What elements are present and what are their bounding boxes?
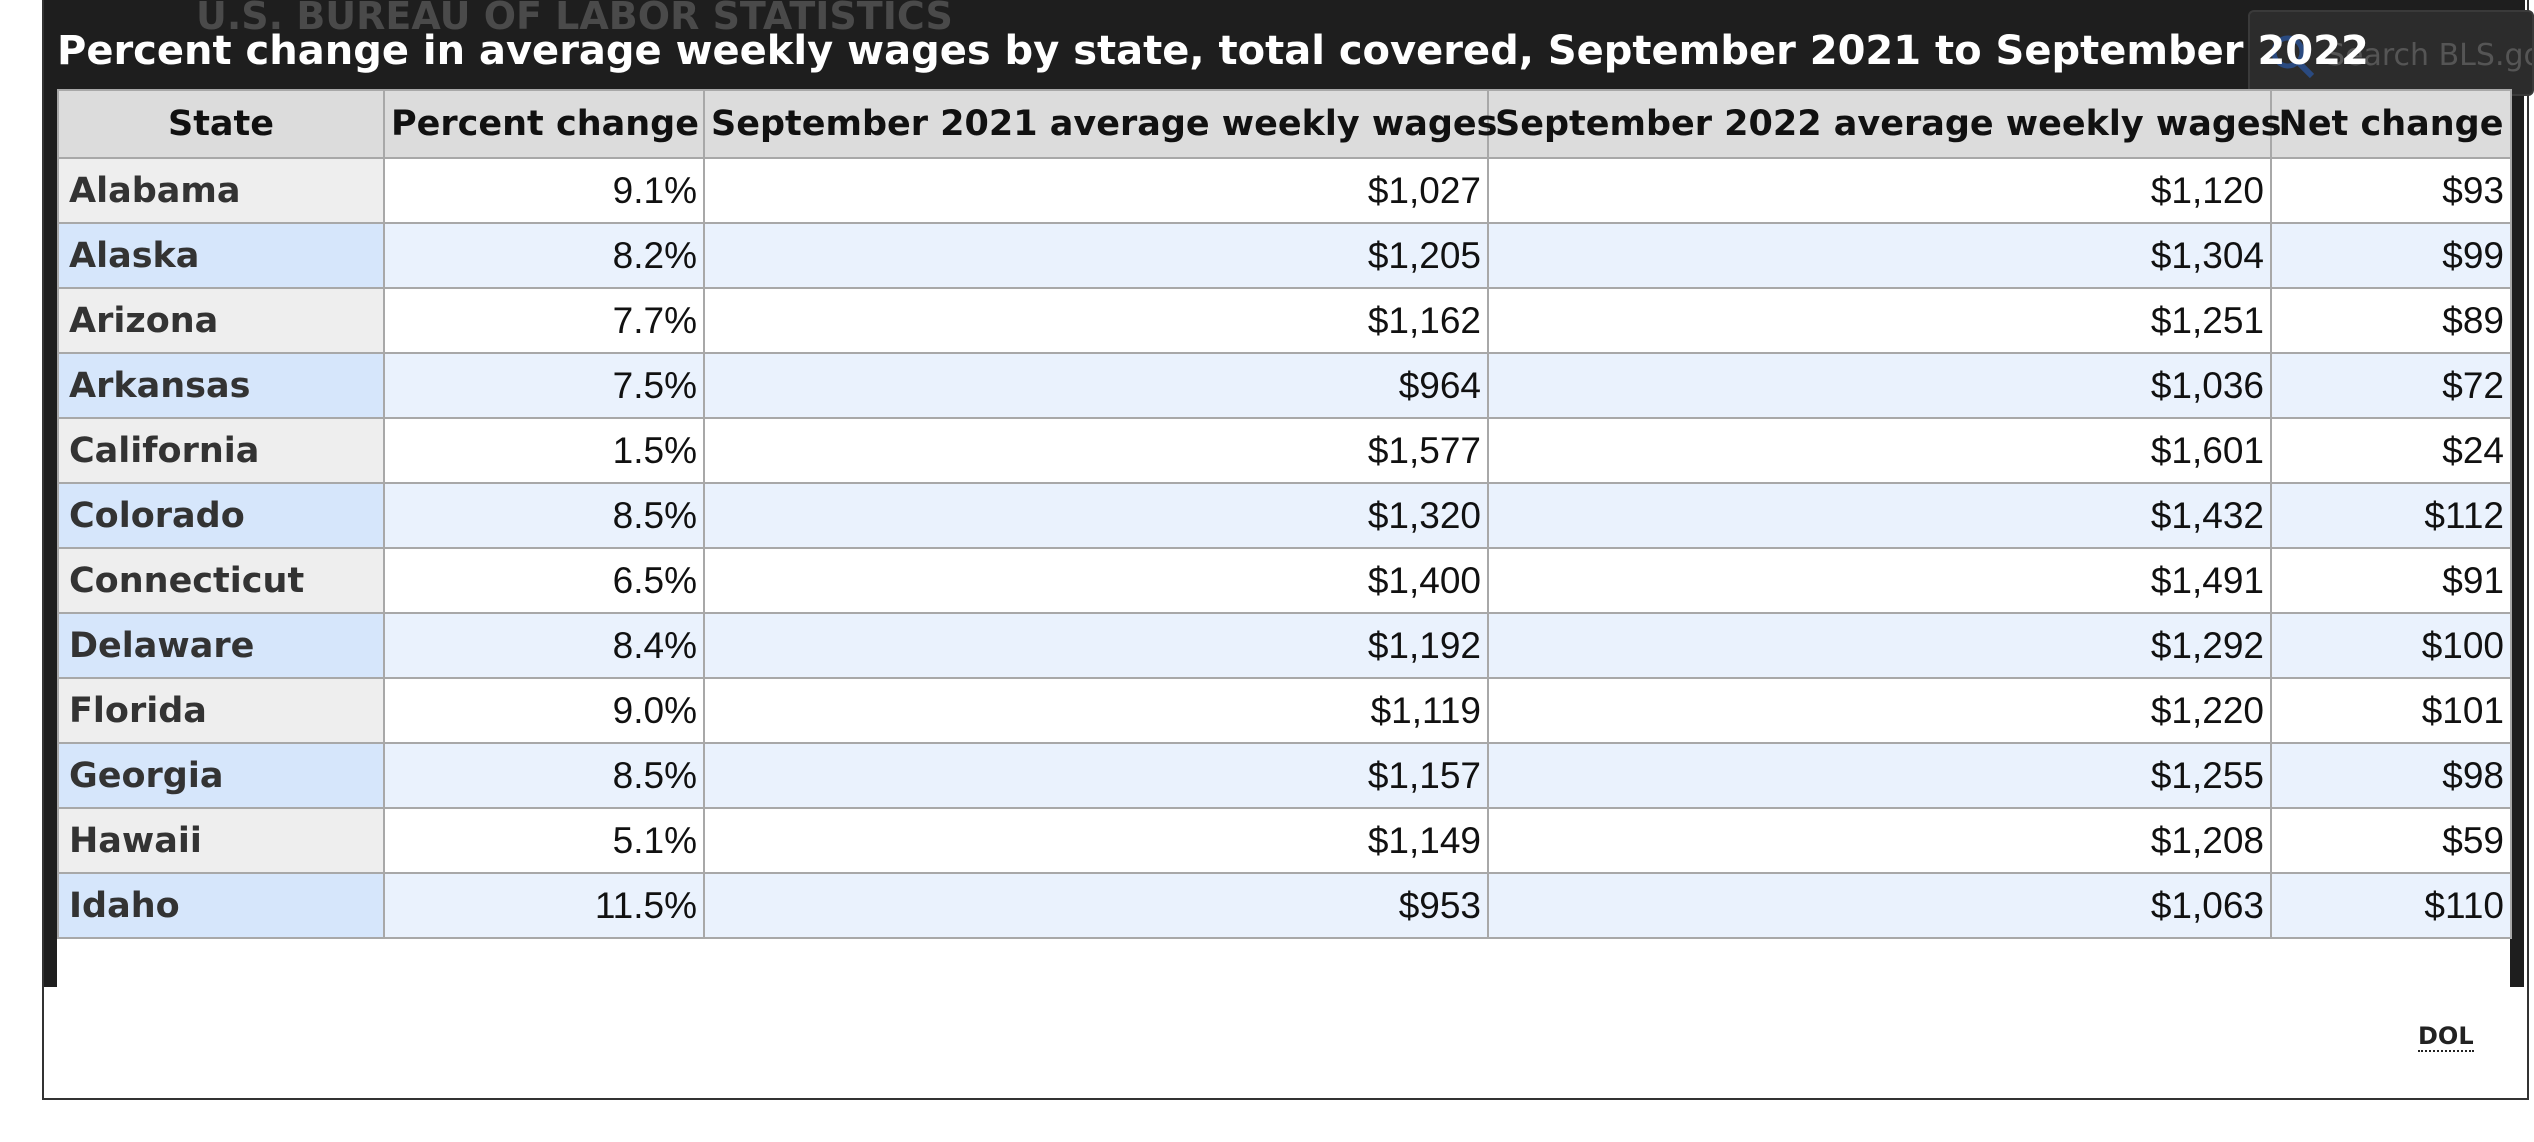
value-cell: 6.5% [383,547,705,614]
value-cell: $1,205 [703,222,1489,289]
window-frame [42,0,2529,1100]
value-cell: $1,491 [1487,547,2272,614]
value-cell: $1,036 [1487,352,2272,419]
table-row: Delaware 8.4% $1,192 $1,292 $100 [57,612,2512,679]
value-cell: 8.5% [383,742,705,809]
value-cell: $1,120 [1487,157,2272,224]
value-cell: $91 [2270,547,2512,614]
state-cell: Florida [57,677,385,744]
value-cell: $24 [2270,417,2512,484]
value-cell: $72 [2270,352,2512,419]
value-cell: $1,320 [703,482,1489,549]
table-row: Alaska 8.2% $1,205 $1,304 $99 [57,222,2512,289]
table-row: California 1.5% $1,577 $1,601 $24 [57,417,2512,484]
search-icon [2271,35,2315,79]
state-cell: Hawaii [57,807,385,874]
value-cell: $1,601 [1487,417,2272,484]
column-header: Net change [2270,89,2512,159]
header-row: State Percent change September 2021 averag… [57,89,2512,159]
value-cell: $100 [2270,612,2512,679]
border [44,0,57,987]
value-cell: $112 [2270,482,2512,549]
search-box[interactable]: Search BLS.gov [2248,10,2534,96]
value-cell: 7.7% [383,287,705,354]
table-row: Connecticut 6.5% $1,400 $1,491 $91 [57,547,2512,614]
value-cell: $101 [2270,677,2512,744]
value-cell: 5.1% [383,807,705,874]
value-cell: 9.0% [383,677,705,744]
value-cell: $1,304 [1487,222,2272,289]
state-cell: Alabama [57,157,385,224]
value-cell: $953 [703,872,1489,939]
value-cell: $1,255 [1487,742,2272,809]
table-row: Georgia 8.5% $1,157 $1,255 $98 [57,742,2512,809]
table-title: Percent change in average weekly wages b… [57,28,2369,74]
value-cell: $59 [2270,807,2512,874]
data-table: State Percent change September 2021 averag… [57,89,2512,939]
value-cell: $964 [703,352,1489,419]
state-cell: Arizona [57,287,385,354]
value-cell: $1,063 [1487,872,2272,939]
value-cell: $1,400 [703,547,1489,614]
value-cell: $89 [2270,287,2512,354]
value-cell: $1,192 [703,612,1489,679]
table-row: Arkansas 7.5% $964 $1,036 $72 [57,352,2512,419]
table-row: Alabama 9.1% $1,027 $1,120 $93 [57,157,2512,224]
state-cell: California [57,417,385,484]
header-bar [45,0,2525,89]
value-cell: $1,208 [1487,807,2272,874]
search-placeholder: Search BLS.gov [2326,38,2532,73]
value-cell: 9.1% [383,157,705,224]
value-cell: $93 [2270,157,2512,224]
value-cell: $1,432 [1487,482,2272,549]
state-cell: Connecticut [57,547,385,614]
table-row: Colorado 8.5% $1,320 $1,432 $112 [57,482,2512,549]
state-cell: Delaware [57,612,385,679]
footer-link[interactable]: DOL [2418,1022,2474,1052]
value-cell: 8.5% [383,482,705,549]
column-header: Percent change [383,89,705,159]
value-cell: $1,027 [703,157,1489,224]
state-cell: Georgia [57,742,385,809]
table-row: Florida 9.0% $1,119 $1,220 $101 [57,677,2512,744]
value-cell: $1,577 [703,417,1489,484]
value-cell: $99 [2270,222,2512,289]
column-header: State [57,89,385,159]
value-cell: 8.2% [383,222,705,289]
value-cell: $1,119 [703,677,1489,744]
column-header: September 2021 average weekly wages [703,89,1497,159]
value-cell: $1,162 [703,287,1489,354]
value-cell: $98 [2270,742,2512,809]
value-cell: $1,157 [703,742,1489,809]
value-cell: 7.5% [383,352,705,419]
value-cell: 8.4% [383,612,705,679]
table-row: Hawaii 5.1% $1,149 $1,208 $59 [57,807,2512,874]
value-cell: $1,220 [1487,677,2272,744]
value-cell: $1,292 [1487,612,2272,679]
table-row: Idaho 11.5% $953 $1,063 $110 [57,872,2512,939]
value-cell: $1,251 [1487,287,2272,354]
state-cell: Colorado [57,482,385,549]
state-cell: Arkansas [57,352,385,419]
border [2510,0,2524,987]
value-cell: 1.5% [383,417,705,484]
logo-text[interactable]: U.S. BUREAU OF LABOR STATISTICS [196,0,953,38]
state-cell: Alaska [57,222,385,289]
table-row: Arizona 7.7% $1,162 $1,251 $89 [57,287,2512,354]
state-cell: Idaho [57,872,385,939]
value-cell: 11.5% [383,872,705,939]
value-cell: $1,149 [703,807,1489,874]
value-cell: $110 [2270,872,2512,939]
column-header: September 2022 average weekly wages [1487,89,2281,159]
